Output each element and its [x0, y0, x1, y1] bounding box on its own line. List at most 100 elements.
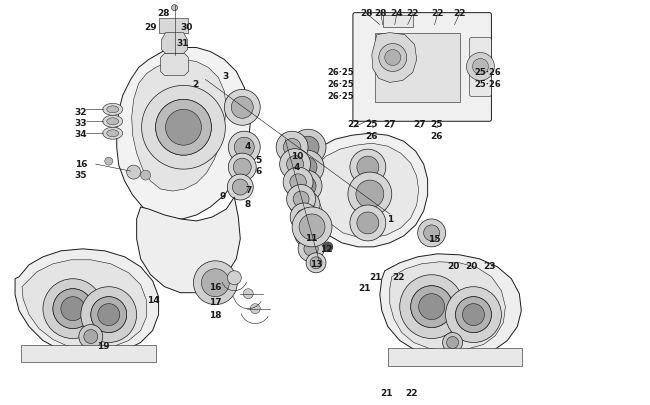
Text: 32: 32 — [75, 108, 87, 117]
Text: 20: 20 — [465, 261, 478, 270]
Text: 11: 11 — [305, 233, 317, 242]
Text: 30: 30 — [180, 23, 192, 32]
Circle shape — [304, 242, 318, 256]
Text: 20: 20 — [447, 261, 460, 270]
Text: 28: 28 — [361, 9, 373, 18]
Circle shape — [98, 304, 120, 326]
Circle shape — [296, 196, 314, 214]
Polygon shape — [136, 198, 240, 293]
Text: 15: 15 — [428, 234, 441, 243]
Polygon shape — [372, 34, 417, 83]
Circle shape — [202, 269, 229, 297]
Circle shape — [228, 154, 256, 181]
Circle shape — [290, 171, 322, 202]
Circle shape — [53, 289, 93, 329]
Text: 25: 25 — [365, 120, 378, 129]
Text: 34: 34 — [75, 130, 87, 139]
Text: 16: 16 — [75, 160, 87, 169]
Text: 29: 29 — [144, 23, 157, 32]
Text: 14: 14 — [148, 295, 160, 304]
Ellipse shape — [107, 107, 119, 113]
Circle shape — [91, 297, 127, 333]
Polygon shape — [117, 49, 250, 220]
Text: 26·25: 26·25 — [328, 68, 354, 77]
FancyBboxPatch shape — [469, 38, 491, 97]
Circle shape — [142, 86, 226, 170]
Circle shape — [293, 192, 309, 207]
Circle shape — [231, 97, 254, 119]
Bar — [375, 34, 460, 103]
Circle shape — [298, 236, 324, 262]
Text: 6: 6 — [255, 167, 261, 176]
Circle shape — [227, 175, 254, 200]
Ellipse shape — [107, 119, 119, 126]
Circle shape — [224, 90, 260, 126]
Text: 9: 9 — [219, 192, 226, 200]
Circle shape — [280, 149, 311, 180]
Circle shape — [385, 50, 401, 66]
Ellipse shape — [107, 130, 119, 137]
Circle shape — [290, 203, 318, 231]
Circle shape — [379, 45, 407, 72]
Text: 26·25: 26·25 — [328, 92, 354, 101]
Text: 16: 16 — [209, 282, 222, 291]
Bar — [21, 345, 155, 362]
Polygon shape — [380, 254, 521, 358]
Circle shape — [232, 180, 248, 196]
Circle shape — [357, 157, 379, 179]
Circle shape — [310, 257, 322, 269]
Circle shape — [447, 337, 458, 349]
Circle shape — [290, 175, 306, 191]
Circle shape — [297, 158, 317, 178]
Text: 28: 28 — [157, 9, 170, 18]
Circle shape — [356, 181, 384, 209]
Circle shape — [155, 100, 211, 156]
Text: 12: 12 — [320, 244, 332, 253]
Text: 4: 4 — [244, 142, 250, 151]
Text: 23: 23 — [483, 261, 496, 270]
Circle shape — [140, 171, 151, 181]
Text: 5: 5 — [255, 156, 261, 165]
Circle shape — [276, 132, 308, 164]
FancyBboxPatch shape — [353, 14, 491, 122]
Circle shape — [350, 150, 386, 185]
Circle shape — [400, 275, 463, 339]
Circle shape — [424, 225, 439, 241]
Text: 22: 22 — [393, 272, 405, 281]
Text: 21: 21 — [359, 283, 371, 292]
Text: 27: 27 — [384, 120, 396, 129]
Circle shape — [299, 214, 325, 240]
Circle shape — [456, 297, 491, 333]
Circle shape — [419, 294, 445, 320]
Text: 2: 2 — [192, 80, 198, 89]
Polygon shape — [316, 144, 419, 238]
Circle shape — [446, 287, 501, 343]
Circle shape — [127, 166, 140, 180]
Text: 22: 22 — [406, 388, 418, 397]
Text: 26·25: 26·25 — [328, 80, 354, 89]
Text: 22: 22 — [348, 120, 360, 129]
Circle shape — [172, 6, 177, 12]
Polygon shape — [15, 249, 159, 355]
Circle shape — [467, 53, 495, 81]
Polygon shape — [162, 34, 187, 54]
Circle shape — [81, 287, 136, 343]
Circle shape — [443, 333, 463, 353]
Circle shape — [323, 242, 333, 252]
Circle shape — [227, 271, 241, 285]
Polygon shape — [161, 54, 188, 76]
Text: 35: 35 — [75, 171, 87, 180]
Text: 1: 1 — [387, 214, 393, 224]
Ellipse shape — [103, 104, 123, 116]
Circle shape — [105, 158, 112, 166]
Circle shape — [357, 213, 379, 234]
Circle shape — [250, 304, 260, 314]
Text: 7: 7 — [245, 185, 252, 194]
Circle shape — [61, 297, 84, 321]
Circle shape — [243, 289, 254, 299]
Circle shape — [350, 205, 386, 241]
Text: 13: 13 — [310, 259, 322, 268]
Text: 22: 22 — [406, 9, 419, 18]
Text: 25·26: 25·26 — [474, 80, 500, 89]
Circle shape — [456, 297, 491, 333]
